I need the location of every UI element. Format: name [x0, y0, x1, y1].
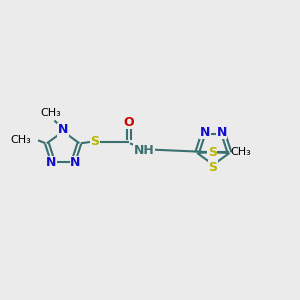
Text: N: N	[216, 126, 227, 139]
Text: CH₃: CH₃	[230, 147, 251, 157]
Text: N: N	[70, 156, 81, 170]
Text: NH: NH	[134, 143, 155, 157]
Text: N: N	[46, 156, 56, 170]
Text: N: N	[58, 124, 68, 136]
Text: CH₃: CH₃	[11, 135, 31, 145]
Text: S: S	[208, 160, 217, 174]
Text: S: S	[90, 135, 99, 148]
Text: O: O	[124, 116, 134, 129]
Text: S: S	[208, 146, 217, 159]
Text: CH₃: CH₃	[40, 108, 61, 118]
Text: N: N	[200, 126, 210, 139]
